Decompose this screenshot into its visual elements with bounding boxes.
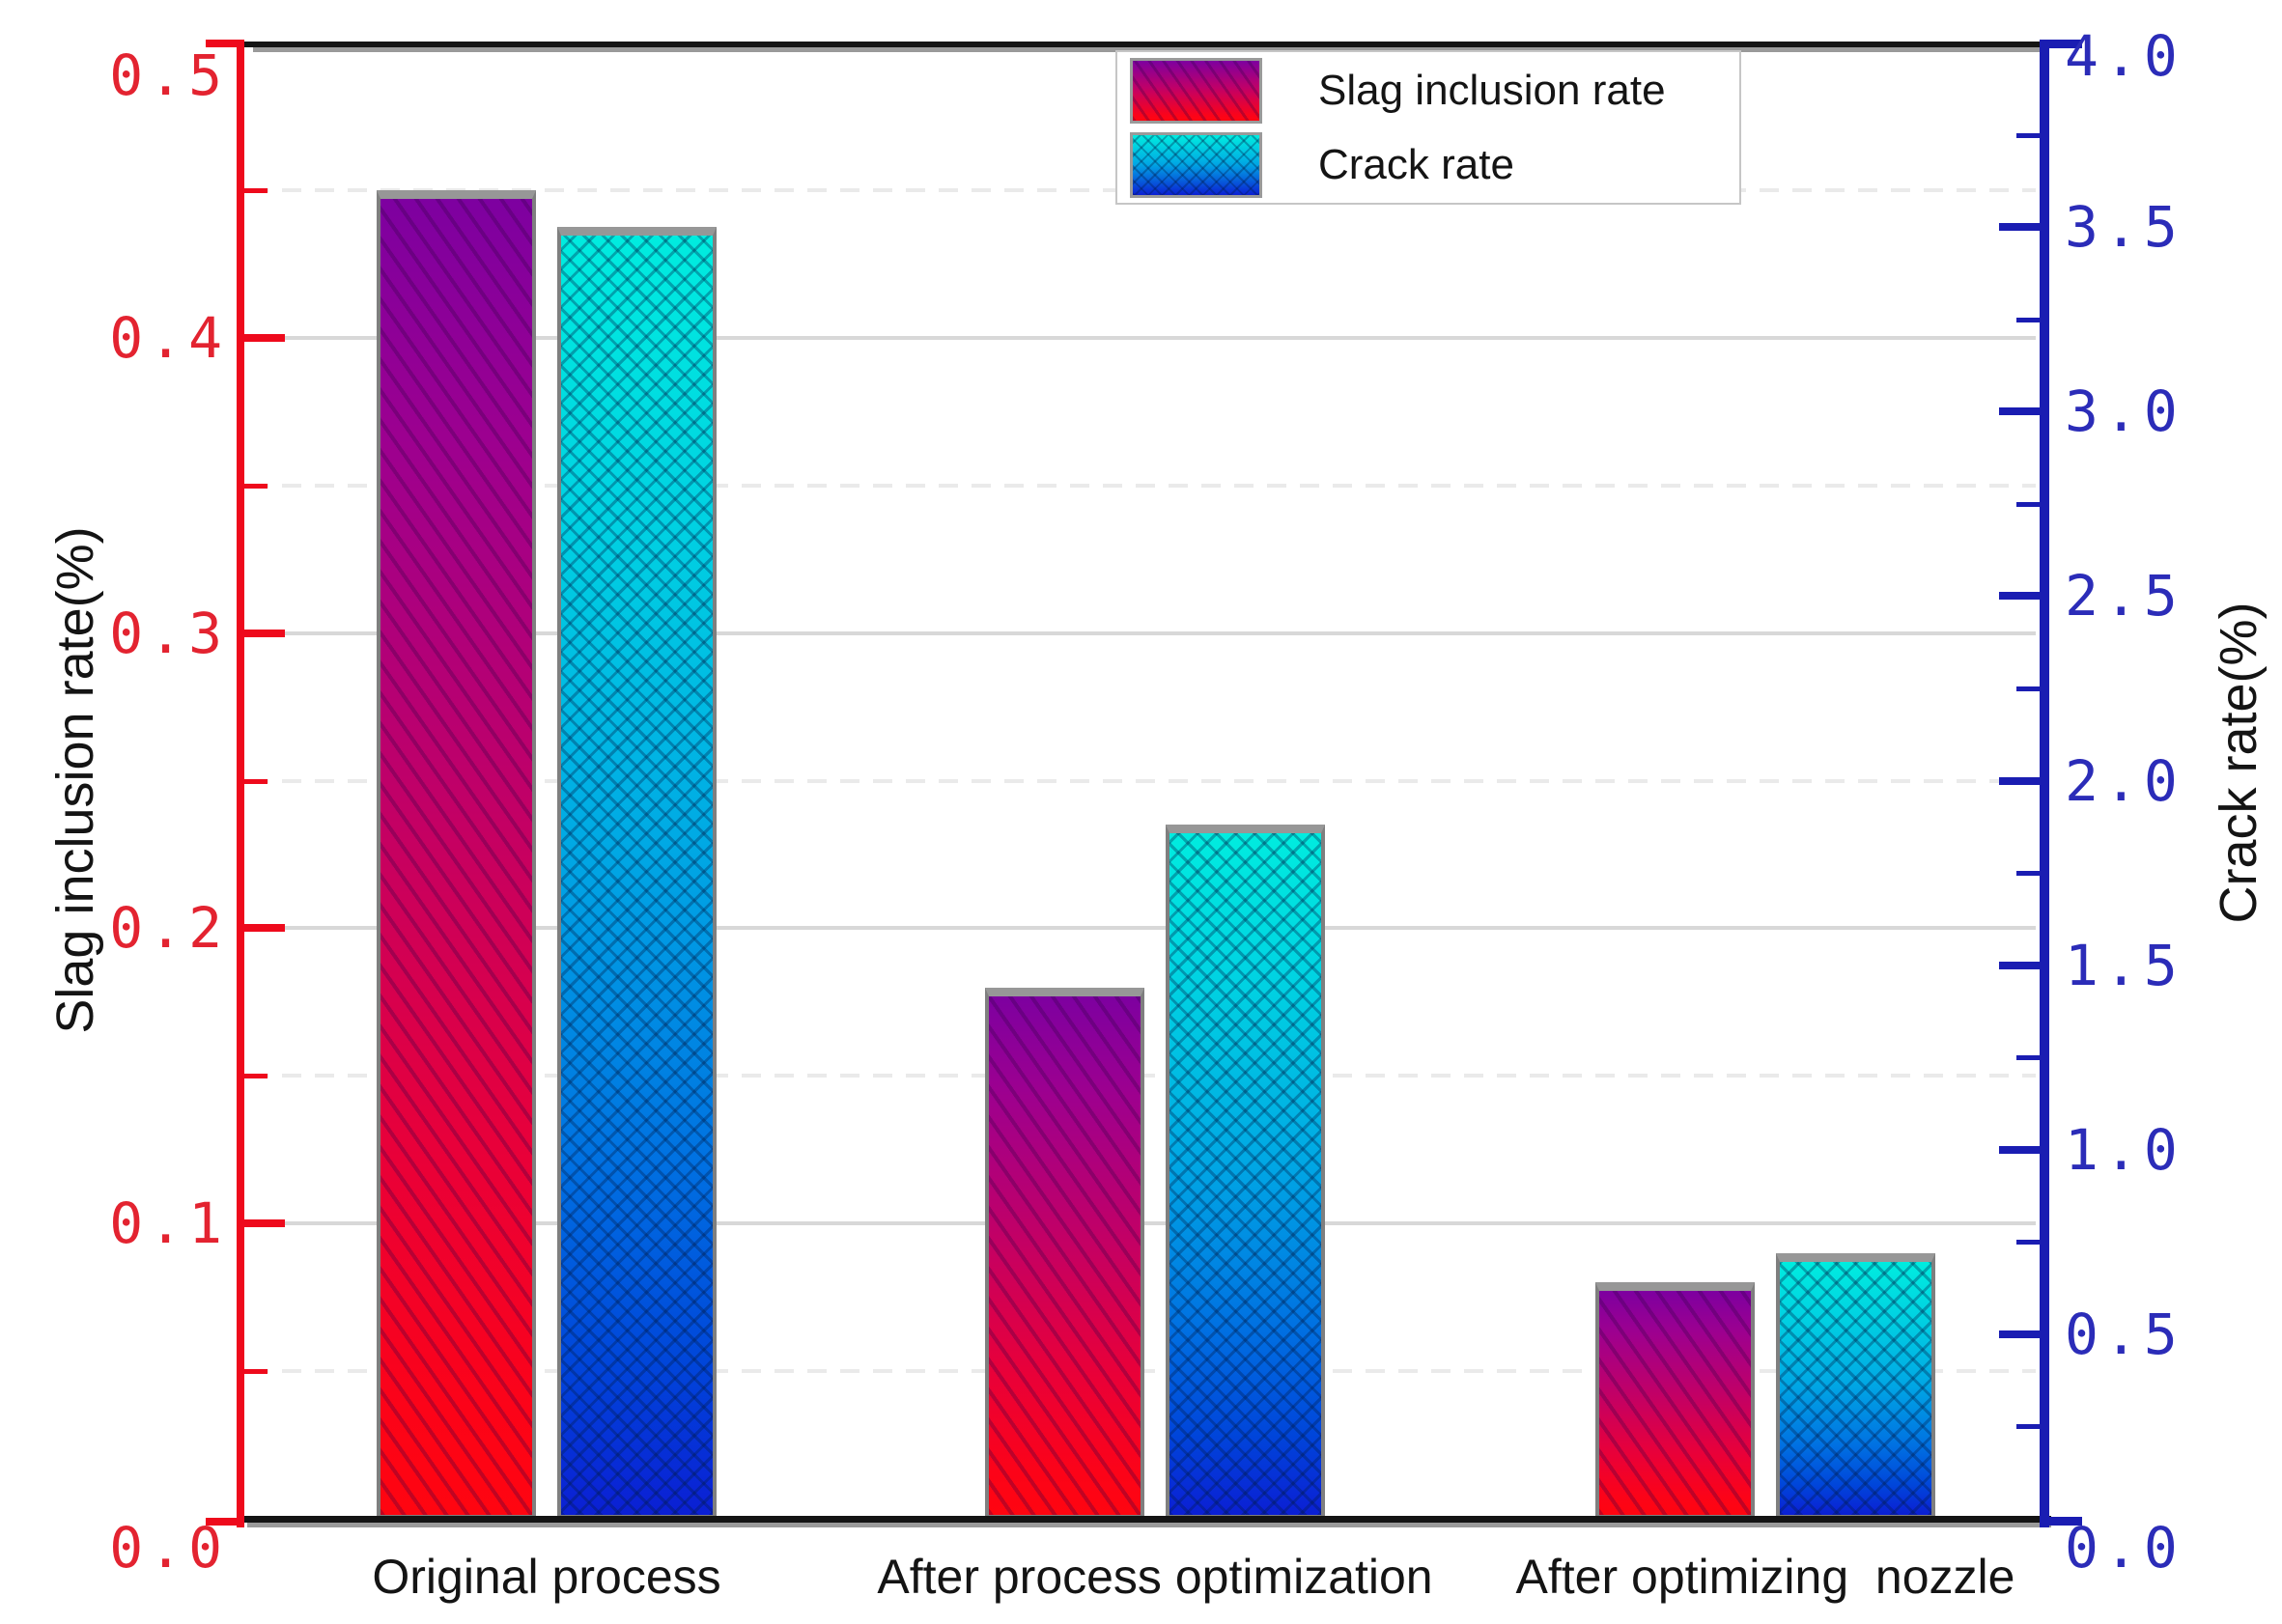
left-tick-label-0.3: 0.3 [109,601,228,666]
bar-crack-rate-0 [557,227,717,1519]
left-minor-tick [244,484,268,489]
legend-item-1: Crack rate [1130,132,1729,198]
left-major-tick [244,1219,285,1227]
right-minor-tick [2016,502,2040,507]
left-y-axis-top-cap [206,40,239,47]
right-tick-label-1.5: 1.5 [2065,933,2183,998]
right-tick-label-1.0: 1.0 [2065,1117,2183,1183]
legend-swatch-bar-crack [1130,132,1262,198]
legend-item-0: Slag inclusion rate [1130,58,1729,124]
gridline-major [249,926,2036,930]
right-major-tick [1999,407,2040,415]
right-major-tick [1999,1330,2040,1338]
right-tick-label-3.5: 3.5 [2065,194,2183,260]
x-axis-shadow [247,1523,2051,1527]
right-minor-tick [2016,133,2040,138]
right-minor-tick [2016,318,2040,322]
left-major-tick [244,334,285,342]
bar-crack-rate-2 [1776,1253,1935,1519]
right-minor-tick [2016,1055,2040,1060]
gridline-minor [249,779,2036,783]
right-tick-label-2.5: 2.5 [2065,563,2183,629]
right-y-axis-top-cap [2047,40,2082,48]
left-axis-title: Slag inclusion rate(%) [46,526,104,1034]
bar-slag-inclusion-rate-0 [377,190,536,1519]
gridline-minor [249,484,2036,488]
x-category-label-2: After optimizing nozzle [1515,1550,2015,1604]
right-y-axis-line [2040,40,2049,1527]
right-tick-label-4.0: 4.0 [2065,23,2183,89]
legend-label: Crack rate [1318,141,1514,188]
left-major-tick [244,630,285,637]
left-minor-tick [244,188,268,193]
right-major-tick [1999,223,2040,231]
bar-slag-inclusion-rate-2 [1595,1282,1755,1519]
x-category-label-0: Original process [372,1550,721,1604]
left-y-axis-bottom-cap [206,1518,239,1526]
left-tick-label-0.1: 0.1 [109,1190,228,1256]
right-major-tick [1999,1146,2040,1154]
legend: Slag inclusion rate Crack rate [1115,50,1741,205]
right-minor-tick [2016,1424,2040,1429]
left-minor-tick [244,1369,268,1374]
right-tick-label-0.5: 0.5 [2065,1302,2183,1367]
right-tick-label-3.0: 3.0 [2065,378,2183,444]
plot-frame-top [243,42,2045,47]
left-tick-label-0.2: 0.2 [109,895,228,961]
right-y-axis-bottom-cap [2047,1517,2082,1526]
left-tick-label-0.0: 0.0 [109,1515,228,1581]
legend-label: Slag inclusion rate [1318,67,1666,114]
gridline-major [249,336,2036,340]
right-major-tick [1999,592,2040,600]
left-minor-tick [244,1074,268,1078]
right-tick-label-0.0: 0.0 [2065,1515,2183,1581]
left-tick-label-0.5: 0.5 [109,42,228,108]
right-minor-tick [2016,871,2040,876]
right-tick-label-2.0: 2.0 [2065,748,2183,814]
left-minor-tick [244,779,268,784]
right-major-tick [1999,777,2040,785]
right-major-tick [1999,962,2040,969]
left-tick-label-0.4: 0.4 [109,305,228,371]
bar-slag-inclusion-rate-1 [985,988,1144,1519]
legend-swatch-bar-slag [1130,58,1262,124]
gridline-major [249,631,2036,635]
right-minor-tick [2016,686,2040,691]
left-y-axis-line [237,40,244,1527]
right-minor-tick [2016,1240,2040,1245]
x-category-label-1: After process optimization [877,1550,1433,1604]
plot-frame-top-shadow [253,47,2045,52]
x-axis-line [238,1516,2051,1523]
left-major-tick [244,924,285,932]
bar-crack-rate-1 [1166,825,1325,1519]
